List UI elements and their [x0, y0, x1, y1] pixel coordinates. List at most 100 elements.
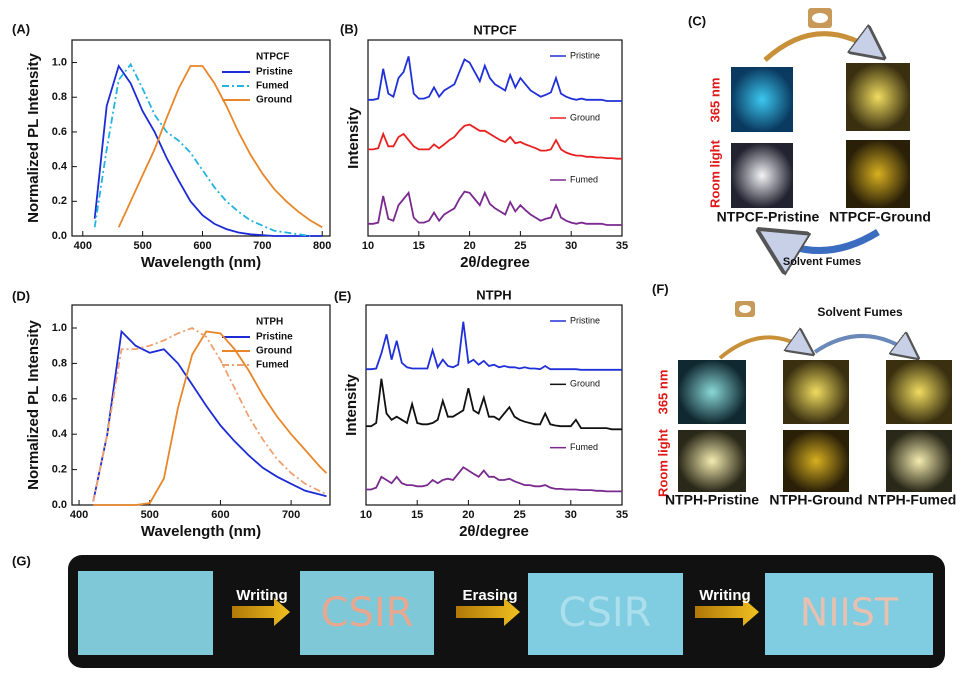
legend-title: NTPCF	[256, 52, 289, 63]
x-tick-label: 10	[362, 240, 374, 252]
plot-frame	[71, 39, 331, 237]
arrow	[232, 598, 290, 626]
sample-label: NTPH-Fumed	[868, 492, 957, 508]
panel-label: (B)	[340, 21, 358, 36]
y-tick-label: 1.0	[52, 56, 67, 68]
sample-label: NTPH-Pristine	[665, 492, 759, 508]
photo	[846, 63, 910, 131]
x-tick-label: 800	[313, 240, 331, 252]
written-text: CSIR	[321, 590, 414, 636]
data-line	[93, 63, 323, 237]
x-tick-label: 25	[514, 240, 526, 252]
arrow	[456, 598, 520, 626]
y-axis-label: Intensity	[343, 374, 360, 436]
plot-frame	[71, 304, 331, 506]
panel-label: (D)	[12, 288, 30, 303]
room-light-label: Room light	[707, 139, 722, 208]
arrow	[813, 336, 915, 356]
data-line	[93, 330, 328, 506]
diagram-f: Solvent Fumes Room light 365 nm NTPH-Pri…	[655, 301, 956, 508]
legend-label: Fumed	[256, 360, 289, 371]
plot-frame	[367, 39, 623, 237]
data-line	[92, 329, 327, 502]
x-tick-label: 25	[513, 509, 525, 521]
photo	[886, 430, 952, 492]
uv-label: 365 nm	[707, 78, 722, 123]
x-tick-label: 400	[74, 240, 92, 252]
photo	[731, 143, 793, 208]
x-tick-label: 35	[616, 240, 628, 252]
data-line	[368, 123, 622, 160]
arrow-label: Solvent Fumes	[817, 305, 903, 319]
x-tick-label: 15	[413, 240, 425, 252]
y-tick-label: 0.2	[52, 195, 67, 207]
x-tick-label: 10	[360, 509, 372, 521]
arrow	[695, 598, 759, 626]
sample-label: NTPCF-Pristine	[717, 209, 820, 225]
x-tick-label: 500	[141, 509, 159, 521]
photo	[783, 360, 849, 424]
legend-label: Pristine	[570, 315, 600, 325]
legend-label: Pristine	[256, 67, 293, 78]
x-tick-label: 20	[462, 509, 474, 521]
uv-label: 365 nm	[655, 370, 670, 415]
mortar-icon	[812, 13, 828, 23]
legend-label: Ground	[570, 379, 600, 389]
y-tick-label: 0.4	[52, 428, 68, 440]
photo	[846, 140, 910, 208]
erased-text: CSIR	[559, 590, 652, 636]
photo	[783, 430, 849, 492]
arrow	[763, 34, 880, 62]
x-tick-label: 35	[616, 509, 628, 521]
y-tick-label: 0.6	[52, 126, 67, 138]
x-tick-label: 400	[70, 509, 88, 521]
step-label: Writing	[699, 587, 750, 604]
arrow	[765, 232, 880, 251]
panel-g: CSIR CSIR NIIST Writing Erasing Writing	[68, 555, 945, 668]
legend-title: NTPH	[256, 317, 283, 328]
x-tick-label: 30	[565, 509, 577, 521]
x-axis-label: Wavelength (nm)	[141, 254, 261, 271]
panel-label: (G)	[12, 553, 31, 568]
legend-label: Ground	[570, 112, 600, 122]
legend-label: Ground	[256, 95, 292, 106]
x-tick-label: 600	[193, 240, 211, 252]
photo	[528, 573, 683, 655]
data-line	[366, 378, 622, 431]
data-line	[368, 56, 622, 102]
y-tick-label: 0.6	[52, 393, 67, 405]
y-tick-label: 0.4	[52, 161, 68, 173]
sample-label: NTPH-Ground	[769, 492, 862, 508]
photo	[765, 573, 933, 655]
photo	[678, 360, 746, 424]
data-line	[92, 327, 327, 502]
panel-label: (E)	[334, 288, 351, 303]
data-line	[93, 62, 311, 237]
diagram-c: Room light 365 nm NTPCF-Pristine NTPCF-G…	[707, 8, 931, 268]
legend-label: Pristine	[256, 332, 293, 343]
photo	[886, 360, 952, 424]
x-tick-label: 20	[463, 240, 475, 252]
legend-label: Fumed	[570, 442, 598, 452]
chart-title: NTPH	[476, 287, 511, 302]
step-label: Erasing	[462, 587, 517, 604]
sample-label: NTPCF-Ground	[829, 209, 931, 225]
legend-label: Fumed	[256, 81, 289, 92]
legend-label: Fumed	[570, 174, 598, 184]
photo	[731, 67, 793, 132]
y-axis-label: Normalized PL Intensity	[25, 319, 42, 489]
data-line	[368, 190, 622, 226]
y-tick-label: 0.0	[52, 499, 67, 511]
photo	[300, 571, 434, 655]
y-tick-label: 0.8	[52, 91, 67, 103]
room-light-label: Room light	[655, 428, 670, 497]
panel-label: (A)	[12, 21, 30, 36]
written-text: NIIST	[800, 591, 899, 635]
x-tick-label: 700	[282, 509, 300, 521]
x-axis-label: 2θ/degree	[459, 523, 529, 540]
step-label: Writing	[236, 587, 287, 604]
mortar-icon	[739, 305, 751, 313]
y-tick-label: 0.8	[52, 357, 67, 369]
y-axis-label: Intensity	[345, 107, 362, 169]
